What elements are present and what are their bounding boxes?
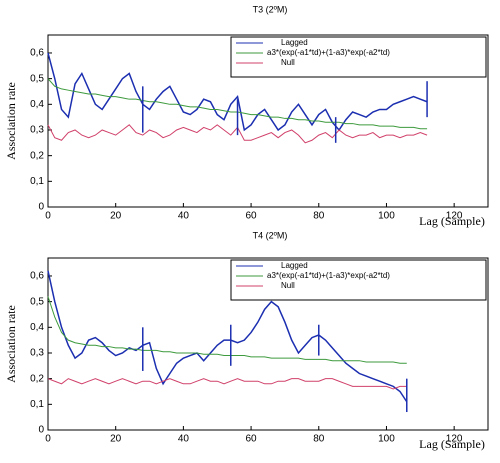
y-tick-label: 0,4 bbox=[30, 322, 44, 333]
y-axis-label: Association rate bbox=[4, 305, 18, 383]
y-tick-label: 0,1 bbox=[30, 176, 44, 187]
legend-label: Lagged bbox=[281, 261, 308, 270]
y-tick-label: 0,6 bbox=[30, 271, 44, 282]
x-tick-label: 60 bbox=[246, 434, 258, 445]
x-tick-label: 40 bbox=[178, 211, 190, 222]
x-tick-label: 100 bbox=[378, 434, 395, 445]
y-tick-label: 0,1 bbox=[30, 399, 44, 410]
y-tick-label: 0 bbox=[38, 202, 44, 213]
x-axis-label: Lag (Sample) bbox=[419, 437, 485, 451]
x-tick-label: 0 bbox=[45, 434, 51, 445]
y-tick-label: 0,3 bbox=[30, 125, 44, 136]
x-tick-label: 80 bbox=[313, 211, 325, 222]
y-tick-label: 0,3 bbox=[30, 348, 44, 359]
legend-label: Lagged bbox=[281, 38, 308, 47]
series-line bbox=[47, 270, 408, 403]
legend-label: a3*(exp(-a1*td)+(1-a3)*exp(-a2*td) bbox=[267, 48, 390, 57]
legend-label: Null bbox=[281, 281, 295, 290]
y-tick-label: 0,5 bbox=[30, 296, 44, 307]
series-line bbox=[47, 296, 407, 364]
legend-label: Null bbox=[281, 58, 295, 67]
y-tick-label: 0,4 bbox=[30, 99, 44, 110]
y-tick-label: 0,5 bbox=[30, 73, 44, 84]
x-tick-label: 20 bbox=[110, 211, 122, 222]
x-tick-label: 0 bbox=[45, 211, 51, 222]
y-tick-label: 0,6 bbox=[30, 48, 44, 59]
x-axis-label: Lag (Sample) bbox=[419, 214, 485, 228]
legend-label: a3*(exp(-a1*td)+(1-a3)*exp(-a2*td) bbox=[267, 271, 390, 280]
x-tick-label: 80 bbox=[313, 434, 325, 445]
x-tick-label: 40 bbox=[178, 434, 190, 445]
series-line bbox=[47, 378, 407, 390]
legend-box bbox=[230, 36, 487, 78]
y-tick-label: 0,2 bbox=[30, 150, 44, 161]
y-axis-label: Association rate bbox=[4, 82, 18, 160]
chart-title: T3 (2ºM) bbox=[253, 4, 288, 14]
chart-title: T4 (2ºM) bbox=[253, 230, 288, 240]
y-tick-label: 0,2 bbox=[30, 373, 44, 384]
y-tick-label: 0 bbox=[38, 425, 44, 436]
x-tick-label: 120 bbox=[446, 211, 463, 222]
x-tick-label: 120 bbox=[446, 434, 463, 445]
x-tick-label: 20 bbox=[110, 434, 122, 445]
series-line bbox=[47, 52, 428, 132]
legend-box bbox=[230, 259, 487, 301]
x-tick-label: 60 bbox=[246, 211, 258, 222]
x-tick-label: 100 bbox=[378, 211, 395, 222]
